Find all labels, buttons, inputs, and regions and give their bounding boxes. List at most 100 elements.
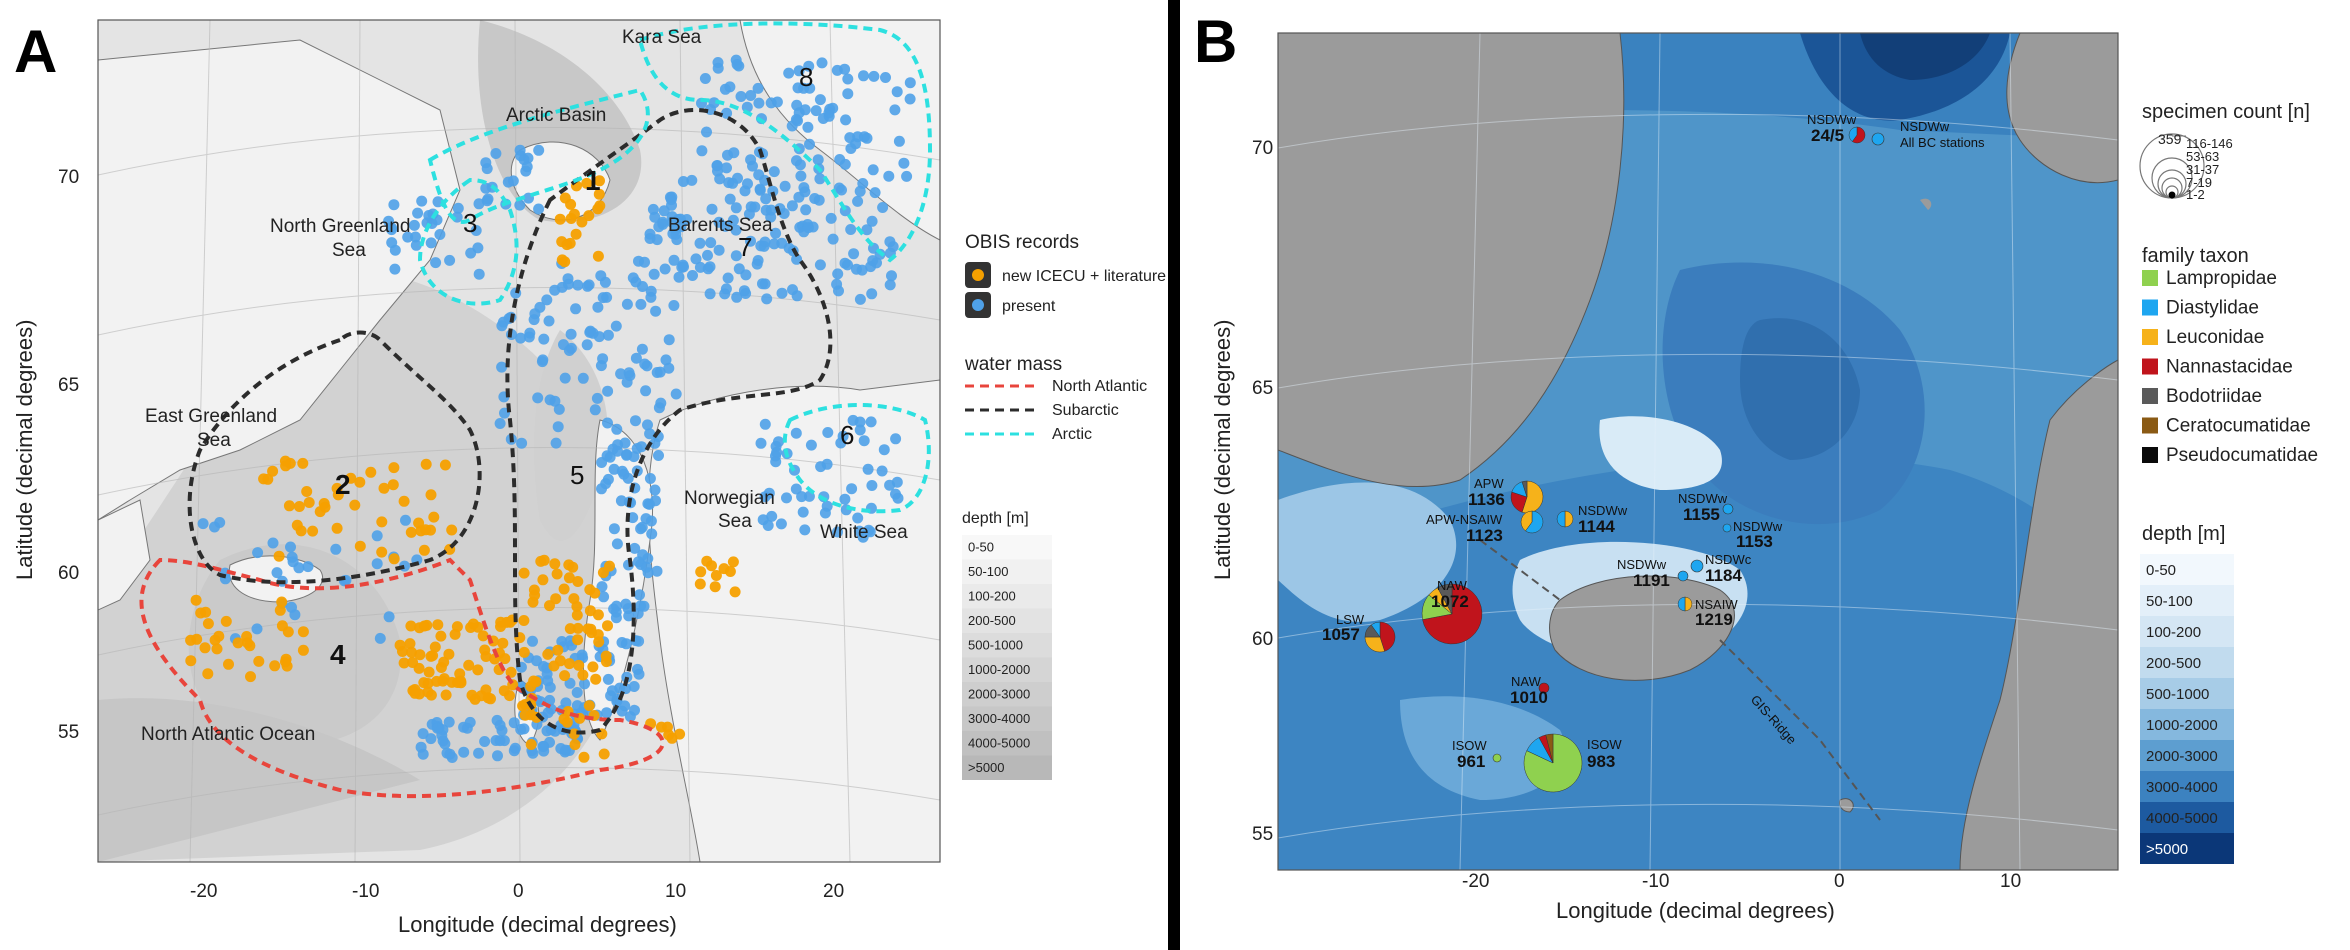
depth-bin-label: 100-200: [968, 589, 1016, 604]
place-east-greenland-2: Sea: [197, 430, 231, 451]
obis-present-point: [711, 160, 723, 172]
obis-new-point: [388, 553, 400, 565]
obis-present-point: [542, 707, 554, 719]
obis-new-point: [477, 630, 489, 642]
stn-label-1072-num: 1072: [1431, 592, 1469, 611]
stn-label-961-num: 961: [1457, 752, 1485, 771]
obis-present-point: [577, 372, 589, 384]
obis-present-point: [621, 298, 633, 310]
place-kara-sea: Kara Sea: [622, 27, 702, 48]
pie-slice: [1684, 596, 1693, 612]
obis-present-point: [472, 242, 484, 254]
obis-present-point: [827, 233, 839, 245]
obis-new-point: [564, 623, 576, 635]
obis-present-point: [374, 632, 386, 644]
obis-present-point: [745, 235, 756, 247]
obis-present-point: [706, 203, 718, 215]
obis-new-point: [581, 177, 593, 189]
obis-present-point: [738, 285, 750, 297]
obis-present-point: [543, 315, 555, 327]
pie-slice: [1523, 733, 1583, 793]
obis-present-point: [884, 279, 896, 291]
region-2: 2: [335, 469, 351, 500]
stn-label-all-mass: NSDWw: [1900, 119, 1950, 134]
obis-present-point: [473, 268, 485, 280]
obis-present-point: [719, 288, 731, 300]
obis-present-point: [805, 439, 817, 451]
obis-present-point: [670, 388, 682, 400]
obis-new-point: [584, 584, 596, 596]
b-x-axis-label: Longitude (decimal degrees): [1556, 898, 1835, 923]
obis-present-point: [544, 681, 556, 693]
obis-present-point: [425, 733, 437, 745]
obis-present-point: [651, 234, 663, 246]
station-pie: [1364, 621, 1396, 653]
obis-present-point: [541, 294, 553, 306]
obis-present-point: [745, 154, 757, 166]
obis-present-point: [797, 506, 809, 518]
obis-present-point: [714, 173, 726, 185]
depth-swatch: [962, 731, 1052, 756]
depth-swatch: [962, 682, 1052, 707]
obis-present-point: [866, 480, 878, 491]
obis-present-point: [508, 717, 520, 729]
stn-label-1144-num: 1144: [1578, 517, 1615, 536]
obis-present-point: [760, 204, 772, 216]
legend-water-na: North Atlantic: [1052, 378, 1147, 395]
depth-swatch: [962, 584, 1052, 609]
obis-present-point: [553, 403, 565, 415]
obis-present-point: [286, 551, 298, 563]
obis-present-point: [722, 149, 733, 161]
taxon-label: Nannastacidae: [2166, 357, 2293, 378]
obis-present-point: [610, 320, 622, 332]
obis-new-point: [404, 638, 416, 650]
a-lat-tick-60: 60: [58, 563, 79, 584]
obis-present-point: [209, 521, 220, 533]
stn-label-1191-num: 1191: [1633, 571, 1670, 590]
obis-present-point: [793, 65, 805, 77]
obis-present-point: [739, 185, 751, 197]
obis-new-point: [414, 622, 425, 634]
legend-obis-present: present: [1002, 298, 1056, 315]
obis-new-point: [293, 501, 305, 512]
station-pie: [1677, 570, 1689, 582]
obis-present-point: [630, 352, 642, 364]
pie-slice: [1525, 510, 1544, 534]
obis-new-point: [406, 646, 417, 658]
obis-present-point: [854, 424, 866, 436]
taxon-swatch: [2142, 417, 2158, 434]
obis-new-point: [572, 634, 584, 646]
panel-a-frame: [97, 19, 941, 863]
depth-bin-label: 500-1000: [2146, 686, 2209, 703]
obis-present-point: [638, 600, 650, 612]
legend-taxa-list: Lampropidae Diastylidae Leuconidae Nannasta…: [2142, 268, 2318, 466]
obis-present-point: [721, 107, 733, 119]
obis-present-point: [904, 77, 916, 89]
obis-new-point: [202, 668, 214, 680]
obis-new-point: [422, 686, 434, 698]
depth-swatch: [2140, 740, 2234, 771]
obis-present-point: [866, 288, 878, 300]
obis-new-point: [571, 601, 583, 612]
obis-new-point: [314, 506, 326, 518]
obis-present-point: [660, 354, 672, 366]
obis-present-point: [271, 567, 283, 579]
obis-new-point: [388, 462, 400, 474]
obis-present-point: [383, 611, 395, 623]
obis-new-point: [190, 594, 202, 606]
obis-present-point: [514, 144, 526, 156]
stn-label-1123-num: 1123: [1466, 526, 1503, 545]
obis-present-point: [880, 72, 891, 83]
obis-present-point: [596, 457, 608, 468]
depth-bin-label: 4000-5000: [968, 736, 1030, 751]
obis-present-point: [583, 279, 595, 291]
legend-count-bin-2: 53-63: [2186, 149, 2219, 164]
obis-present-point: [452, 202, 464, 214]
b-lat-tick-65: 65: [1252, 378, 1273, 399]
obis-present-point: [753, 97, 765, 109]
stn-label-24-mass: NSDWw: [1807, 112, 1857, 127]
obis-present-point: [704, 261, 716, 273]
obis-present-point: [434, 229, 446, 240]
obis-present-point: [473, 198, 485, 210]
legend-present-dot: [972, 299, 984, 311]
